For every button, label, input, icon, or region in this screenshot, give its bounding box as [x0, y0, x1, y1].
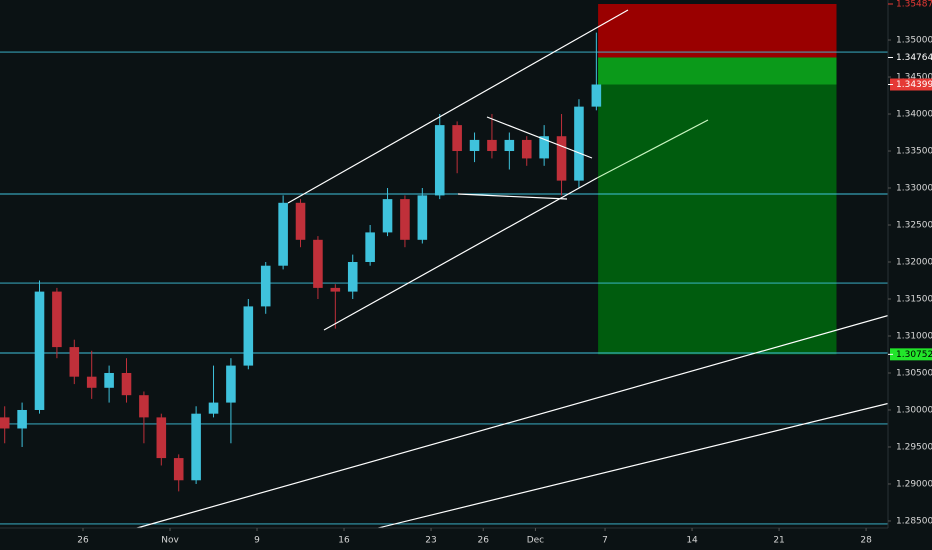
y-tick-label: 1.32500: [896, 221, 932, 231]
price-badge: [890, 348, 932, 361]
y-tick-label: 1.32000: [896, 258, 932, 268]
candle-body: [86, 376, 97, 388]
y-tick-label: 1.33500: [896, 147, 932, 157]
target-zone: [598, 57, 837, 355]
candle-body: [191, 413, 201, 481]
candle-body: [139, 395, 149, 418]
price-label: 1.34399: [896, 80, 932, 90]
stop-zone: [598, 3, 837, 58]
candle-body: [539, 136, 549, 159]
candle-body: [243, 306, 254, 366]
channel-upper: [287, 9, 629, 204]
candle-body: [504, 139, 515, 152]
x-tick-label: 7: [602, 536, 608, 546]
y-tick-label: 1.30500: [896, 368, 932, 378]
profit-zone: [598, 57, 837, 85]
candle-body: [226, 365, 236, 403]
candle-body: [104, 372, 114, 388]
candle-body: [17, 409, 27, 429]
candle-body: [591, 84, 602, 107]
long-trend-line: [369, 402, 891, 531]
price-badge: [890, 51, 932, 64]
long-trend-line: [129, 314, 891, 531]
candle-body: [556, 136, 567, 181]
x-tick-label: 9: [254, 536, 260, 546]
candle-body: [278, 202, 288, 266]
x-tick-label: 23: [425, 536, 436, 546]
x-tick-label: 28: [860, 536, 872, 546]
candle-body: [574, 106, 584, 181]
candle-body: [347, 262, 358, 292]
candles: [0, 32, 602, 492]
y-tick-label: 1.30000: [896, 405, 932, 415]
candle-body: [34, 291, 45, 410]
x-tick-label: 14: [686, 536, 698, 546]
y-tick-label: 1.34000: [896, 110, 932, 120]
candle-body: [487, 139, 497, 152]
x-tick-label: Nov: [161, 536, 179, 546]
wedge-lower: [457, 193, 568, 200]
candle-body: [417, 195, 428, 240]
candle-body: [0, 417, 10, 429]
x-tick-label: 26: [77, 536, 89, 546]
candle-body: [400, 199, 410, 240]
channel-extension: [596, 119, 709, 179]
x-tick-label: Dec: [527, 536, 544, 546]
candle-body: [156, 417, 167, 459]
candle-body: [434, 125, 445, 196]
price-label: 1.30752: [896, 350, 932, 360]
y-tick-label: 1.29500: [896, 442, 932, 452]
price-label: 1.34764: [896, 53, 932, 63]
candle-body: [521, 139, 532, 159]
candle-body: [69, 347, 80, 377]
y-tick-label: 1.28500: [896, 516, 932, 526]
price-label: 1.35487: [896, 0, 932, 9]
trade-box: [598, 3, 837, 355]
candle-body: [260, 265, 271, 307]
y-tick-label: 1.35000: [896, 36, 932, 46]
y-tick-label: 1.31500: [896, 294, 932, 304]
candle-body: [121, 372, 132, 396]
candle-body: [382, 199, 393, 233]
candle-body: [173, 458, 184, 481]
candle-body: [469, 139, 480, 152]
trend-lines: [129, 9, 891, 531]
y-tick-label: 1.31000: [896, 331, 932, 341]
axes: 1.28500 1.29000 1.29500 1.30000 1.30500 1.310…: [77, 0, 932, 546]
x-tick-label: 16: [338, 536, 350, 546]
x-tick-label: 21: [773, 536, 784, 546]
candle-body: [208, 402, 219, 414]
candle-body: [313, 239, 323, 288]
channel-lower: [323, 177, 598, 331]
y-tick-label: 1.29000: [896, 479, 932, 489]
candle-body: [52, 291, 62, 348]
y-tick-label: 1.33000: [896, 184, 932, 194]
x-tick-label: 26: [478, 536, 490, 546]
price-badge: [890, 0, 932, 10]
price-badge: [890, 78, 932, 91]
price-axis: [888, 0, 932, 550]
candle-body: [365, 232, 375, 263]
time-axis: [0, 528, 888, 550]
y-tick-label: 1.34500: [896, 73, 932, 83]
candle-body: [295, 202, 306, 240]
wedge-upper: [486, 116, 593, 159]
candle-body: [452, 125, 462, 152]
candle-body: [330, 287, 341, 292]
